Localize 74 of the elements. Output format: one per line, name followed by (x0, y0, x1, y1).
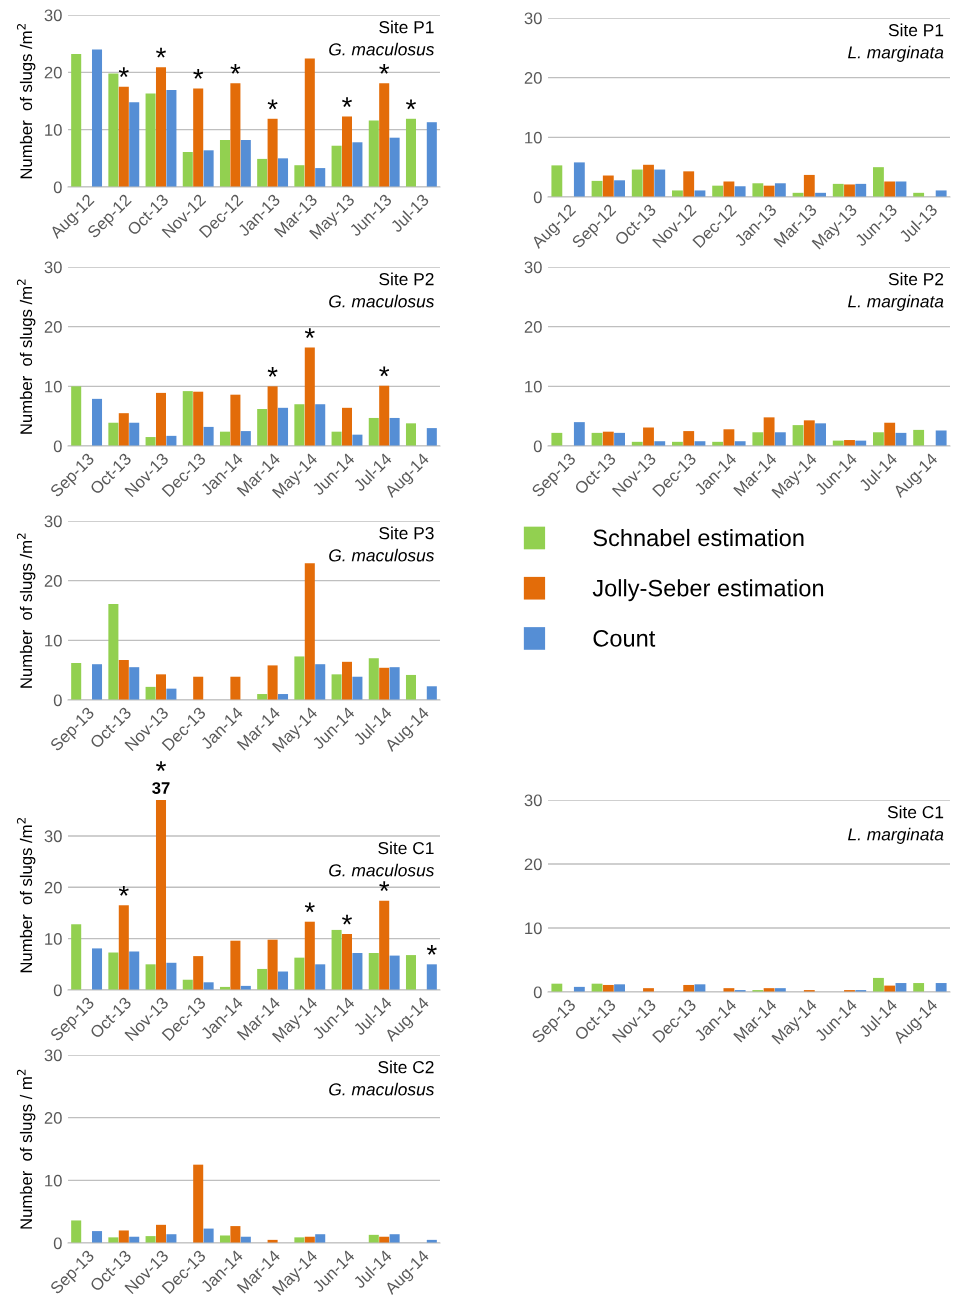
chart-title: Site P3 (379, 526, 434, 540)
y-tick-label: 20 (44, 881, 62, 894)
chart-title: Site C1 (887, 805, 944, 819)
y-axis-title: Number of slugs /m$^{2}$ (16, 279, 36, 434)
text: G. maculosus (329, 548, 435, 562)
y-tick-label: 0 (533, 440, 542, 453)
y-tick-label: 10 (45, 933, 62, 945)
y-tick-label: 10 (45, 380, 62, 393)
annotation: * (304, 902, 315, 913)
text: L. marginata (848, 827, 944, 844)
y-tick-label: 0 (533, 191, 542, 204)
annotation: * (342, 914, 352, 925)
annotation: * (379, 63, 390, 74)
legend-label: Count (593, 630, 656, 647)
y-tick-label: 30 (44, 1049, 62, 1062)
annotation: * (267, 99, 278, 110)
text: G. maculosus (329, 1082, 435, 1096)
chart-title: Site P2 (888, 272, 944, 286)
y-tick-label: 0 (53, 181, 62, 194)
legend-label: Jolly-Seber estimation (592, 579, 824, 602)
annotation: * (230, 63, 241, 74)
y-tick-label: 20 (524, 72, 542, 84)
y-tick-label: 20 (44, 575, 62, 587)
annotation: * (379, 366, 390, 377)
annotation: * (342, 97, 352, 107)
y-tick-label: 30 (44, 9, 62, 22)
y-tick-label: 30 (44, 830, 62, 843)
annotation: * (156, 761, 166, 771)
y-tick-label: 20 (524, 858, 542, 871)
y-tick-label: 10 (525, 922, 542, 935)
y-tick-label: 30 (44, 515, 62, 528)
y-tick-label: 30 (524, 12, 542, 25)
annotation: * (156, 47, 166, 58)
y-tick-label: 20 (44, 66, 62, 79)
annotation: * (193, 69, 204, 79)
y-axis-title: Number of slugs / m$^{2}$ (16, 1069, 36, 1229)
y-tick-label: 0 (53, 984, 62, 997)
text: G. maculosus (329, 863, 435, 877)
annotation: * (267, 367, 278, 377)
y-tick-label: 0 (53, 694, 62, 707)
annotation: * (406, 99, 416, 110)
annotation: * (426, 945, 437, 955)
text: L. marginata (848, 294, 944, 311)
y-tick-label: 10 (45, 124, 62, 136)
y-tick-label: 30 (44, 261, 62, 274)
y-tick-label: 30 (524, 794, 542, 807)
y-tick-label: 30 (524, 261, 542, 274)
chart-title: Site C2 (378, 1060, 434, 1074)
annotation: * (379, 881, 390, 892)
annotation: * (304, 328, 315, 338)
chart-title: Site P1 (888, 23, 944, 37)
text: L. marginata (848, 45, 944, 62)
data-label: 37 (152, 782, 170, 794)
y-tick-label: 20 (44, 321, 62, 333)
text: G. maculosus (329, 42, 435, 56)
y-tick-label: 10 (45, 1174, 62, 1187)
y-tick-label: 20 (44, 1112, 62, 1124)
text: Site C1 (378, 841, 434, 855)
y-tick-label: 0 (53, 1237, 62, 1250)
y-axis-title: Number of slugs /m$^{2}$ (16, 24, 36, 179)
y-axis-title: Number of slugs /m$^{2}$ (16, 818, 36, 973)
y-tick-label: 20 (524, 321, 542, 333)
y-axis-title: Number of slugs /m$^{2}$ (16, 533, 36, 688)
chart-title: Site P1 (379, 20, 434, 34)
annotation: * (118, 885, 129, 896)
y-tick-label: 0 (53, 440, 62, 453)
legend-label: Schnabel estimation (593, 528, 804, 547)
text: G. maculosus (329, 294, 435, 308)
y-tick-label: 10 (45, 634, 62, 647)
annotation: * (118, 67, 129, 78)
y-tick-label: 10 (525, 380, 542, 393)
y-tick-label: 10 (525, 131, 542, 144)
y-tick-label: 0 (533, 986, 542, 999)
chart-title: Site P2 (379, 272, 434, 286)
